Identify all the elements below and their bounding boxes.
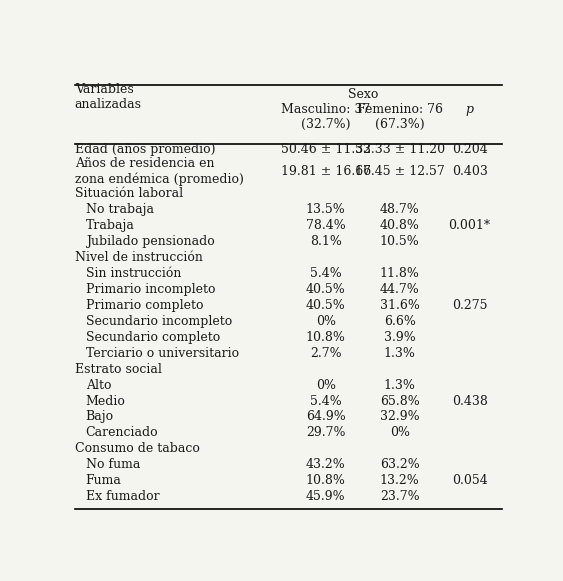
Text: 32.9%: 32.9%: [380, 410, 419, 424]
Text: Fuma: Fuma: [86, 474, 122, 487]
Text: Sin instrucción: Sin instrucción: [86, 267, 181, 280]
Text: 10.8%: 10.8%: [306, 331, 346, 344]
Text: 0%: 0%: [316, 315, 336, 328]
Text: Situación laboral: Situación laboral: [75, 188, 183, 200]
Text: 53.33 ± 11.20: 53.33 ± 11.20: [355, 143, 445, 156]
Text: 0.204: 0.204: [452, 143, 488, 156]
Text: 10.5%: 10.5%: [380, 235, 419, 248]
Text: 50.46 ± 11.32: 50.46 ± 11.32: [280, 143, 370, 156]
Text: 40.5%: 40.5%: [306, 299, 346, 312]
Text: 65.8%: 65.8%: [380, 394, 419, 407]
Text: Trabaja: Trabaja: [86, 219, 135, 232]
Text: Jubilado pensionado: Jubilado pensionado: [86, 235, 215, 248]
Text: 11.8%: 11.8%: [380, 267, 420, 280]
Text: zona endémica (promedio): zona endémica (promedio): [75, 173, 244, 187]
Text: 0.403: 0.403: [452, 165, 488, 178]
Text: Primario completo: Primario completo: [86, 299, 203, 312]
Text: 0.001*: 0.001*: [449, 219, 491, 232]
Text: 0%: 0%: [390, 426, 410, 439]
Text: 63.2%: 63.2%: [380, 458, 419, 471]
Text: 44.7%: 44.7%: [380, 283, 419, 296]
Text: 40.5%: 40.5%: [306, 283, 346, 296]
Text: 17.45 ± 12.57: 17.45 ± 12.57: [355, 165, 445, 178]
Text: Estrato social: Estrato social: [75, 363, 162, 376]
Text: 13.5%: 13.5%: [306, 203, 346, 216]
Text: Carenciado: Carenciado: [86, 426, 158, 439]
Text: 0.438: 0.438: [452, 394, 488, 407]
Text: Años de residencia en: Años de residencia en: [75, 157, 215, 170]
Text: 43.2%: 43.2%: [306, 458, 346, 471]
Text: Variables
analizadas: Variables analizadas: [75, 83, 142, 111]
Text: 8.1%: 8.1%: [310, 235, 342, 248]
Text: 5.4%: 5.4%: [310, 394, 342, 407]
Text: 45.9%: 45.9%: [306, 490, 346, 503]
Text: Masculino: 37
(32.7%): Masculino: 37 (32.7%): [281, 103, 370, 131]
Text: Secundario incompleto: Secundario incompleto: [86, 315, 232, 328]
Text: Sexo: Sexo: [347, 88, 378, 101]
Text: 23.7%: 23.7%: [380, 490, 419, 503]
Text: No trabaja: No trabaja: [86, 203, 154, 216]
Text: 6.6%: 6.6%: [384, 315, 415, 328]
Text: Medio: Medio: [86, 394, 126, 407]
Text: 19.81 ± 16.66: 19.81 ± 16.66: [280, 165, 371, 178]
Text: 5.4%: 5.4%: [310, 267, 342, 280]
Text: 2.7%: 2.7%: [310, 347, 341, 360]
Text: 48.7%: 48.7%: [380, 203, 419, 216]
Text: Primario incompleto: Primario incompleto: [86, 283, 215, 296]
Text: Consumo de tabaco: Consumo de tabaco: [75, 442, 200, 456]
Text: 31.6%: 31.6%: [380, 299, 420, 312]
Text: 13.2%: 13.2%: [380, 474, 419, 487]
Text: 0%: 0%: [316, 379, 336, 392]
Text: Terciario o universitario: Terciario o universitario: [86, 347, 239, 360]
Text: 3.9%: 3.9%: [384, 331, 415, 344]
Text: 78.4%: 78.4%: [306, 219, 346, 232]
Text: No fuma: No fuma: [86, 458, 140, 471]
Text: 40.8%: 40.8%: [380, 219, 420, 232]
Text: Secundario completo: Secundario completo: [86, 331, 220, 344]
Text: 1.3%: 1.3%: [384, 379, 415, 392]
Text: Alto: Alto: [86, 379, 111, 392]
Text: 1.3%: 1.3%: [384, 347, 415, 360]
Text: Femenino: 76
(67.3%): Femenino: 76 (67.3%): [357, 103, 443, 131]
Text: p: p: [466, 103, 473, 116]
Text: Nivel de instrucción: Nivel de instrucción: [75, 251, 203, 264]
Text: 0.054: 0.054: [452, 474, 488, 487]
Text: Edad (años promedio): Edad (años promedio): [75, 143, 215, 156]
Text: 64.9%: 64.9%: [306, 410, 346, 424]
Text: 0.275: 0.275: [452, 299, 488, 312]
Text: 10.8%: 10.8%: [306, 474, 346, 487]
Text: Bajo: Bajo: [86, 410, 114, 424]
Text: Ex fumador: Ex fumador: [86, 490, 159, 503]
Text: 29.7%: 29.7%: [306, 426, 345, 439]
